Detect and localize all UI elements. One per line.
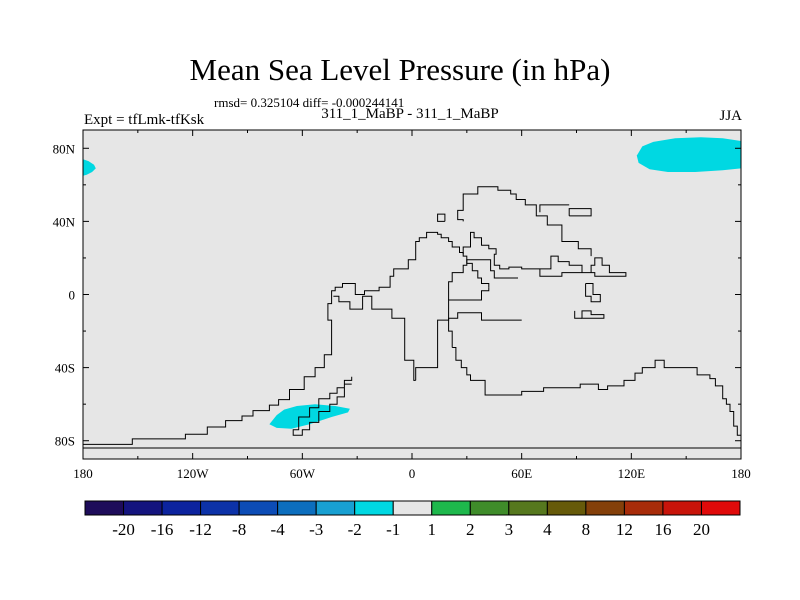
coastline-segment xyxy=(457,186,592,257)
colorbar-swatch xyxy=(200,500,240,516)
coastline-segment xyxy=(448,259,518,300)
colorbar-label: -12 xyxy=(189,520,212,539)
colorbar-label: 3 xyxy=(505,520,514,539)
colorbar-swatch xyxy=(546,500,587,516)
coastlines xyxy=(82,186,741,449)
chart-subtitle: 311_1_MaBP - 311_1_MaBP xyxy=(321,106,499,122)
colorbar-label: 4 xyxy=(543,520,552,539)
colorbar-swatch xyxy=(392,500,433,516)
colorbar-label: -2 xyxy=(348,520,362,539)
colorbar-label: 8 xyxy=(582,520,591,539)
axes: 180 120W 60W 0 60E 120E 180 80N 40N 0 40S 80S xyxy=(53,129,751,481)
colorbar-swatch xyxy=(277,500,317,516)
experiment-label: Expt = tfLmk-tfKsk xyxy=(84,112,205,128)
coastline-segment xyxy=(539,204,570,213)
x-tick-label: 60E xyxy=(511,466,532,481)
colorbar-label: 1 xyxy=(428,520,437,539)
colorbar-label: -20 xyxy=(112,520,135,539)
colorbar-label: -4 xyxy=(271,520,286,539)
colorbar: -20 -16 -12 -8 -4 -3 -2 -1 1 2 3 4 8 12 16 20 xyxy=(84,500,741,539)
x-tick-label: 60W xyxy=(290,466,316,481)
coastline-segment xyxy=(581,310,605,319)
season-label: JJA xyxy=(719,108,742,124)
stats-text: rmsd= 0.325104 diff= -0.000244141 xyxy=(214,95,405,110)
coastline-segment xyxy=(415,287,490,381)
colorbar-swatch xyxy=(623,500,664,516)
x-tick-label: 120W xyxy=(177,466,210,481)
coastline-segment xyxy=(333,295,416,381)
y-tick-label: 0 xyxy=(69,288,76,303)
colorbar-swatch xyxy=(161,500,202,516)
anomaly-north-atlantic-left xyxy=(83,159,96,176)
colorbar-swatch xyxy=(469,500,510,516)
coastline-segment xyxy=(437,213,446,222)
coastline-segment xyxy=(585,283,601,303)
coastline-segment xyxy=(462,231,627,277)
y-tick-label: 80S xyxy=(55,434,75,449)
colorbar-swatch xyxy=(662,500,702,516)
y-tick-label: 80N xyxy=(53,141,76,156)
colorbar-label: 16 xyxy=(654,520,671,539)
plot-area xyxy=(83,130,741,459)
colorbar-label: -8 xyxy=(232,520,246,539)
x-tick-label: 180 xyxy=(731,466,751,481)
colorbar-label: 12 xyxy=(616,520,633,539)
coastline-segment xyxy=(448,312,522,348)
colorbar-swatch xyxy=(354,500,394,516)
colorbar-swatch xyxy=(84,500,125,516)
y-tick-label: 40S xyxy=(55,361,75,376)
colorbar-label: -16 xyxy=(151,520,174,539)
colorbar-swatch xyxy=(585,500,625,516)
colorbar-label: 2 xyxy=(466,520,475,539)
x-tick-label: 120E xyxy=(618,466,646,481)
colorbar-label: 20 xyxy=(693,520,710,539)
coastline-segment xyxy=(574,310,582,319)
colorbar-swatch xyxy=(315,500,356,516)
anomaly-north-atlantic-right xyxy=(636,137,741,172)
colorbar-swatch xyxy=(123,500,163,516)
coastline-segment xyxy=(292,376,353,436)
x-tick-label: 180 xyxy=(73,466,93,481)
colorbar-swatch xyxy=(238,500,279,516)
y-tick-label: 40N xyxy=(53,214,76,229)
chart-title: Mean Sea Level Pressure (in hPa) xyxy=(189,52,611,87)
colorbar-label: -3 xyxy=(309,520,323,539)
colorbar-swatch xyxy=(700,500,741,516)
colorbar-swatch xyxy=(431,500,471,516)
colorbar-swatch xyxy=(508,500,548,516)
x-tick-label: 0 xyxy=(409,466,416,481)
colorbar-label: -1 xyxy=(386,520,400,539)
coastline-segment xyxy=(452,347,741,436)
coastline-segment xyxy=(568,208,592,217)
plot-background xyxy=(83,130,741,459)
coastline-segment xyxy=(82,231,490,445)
